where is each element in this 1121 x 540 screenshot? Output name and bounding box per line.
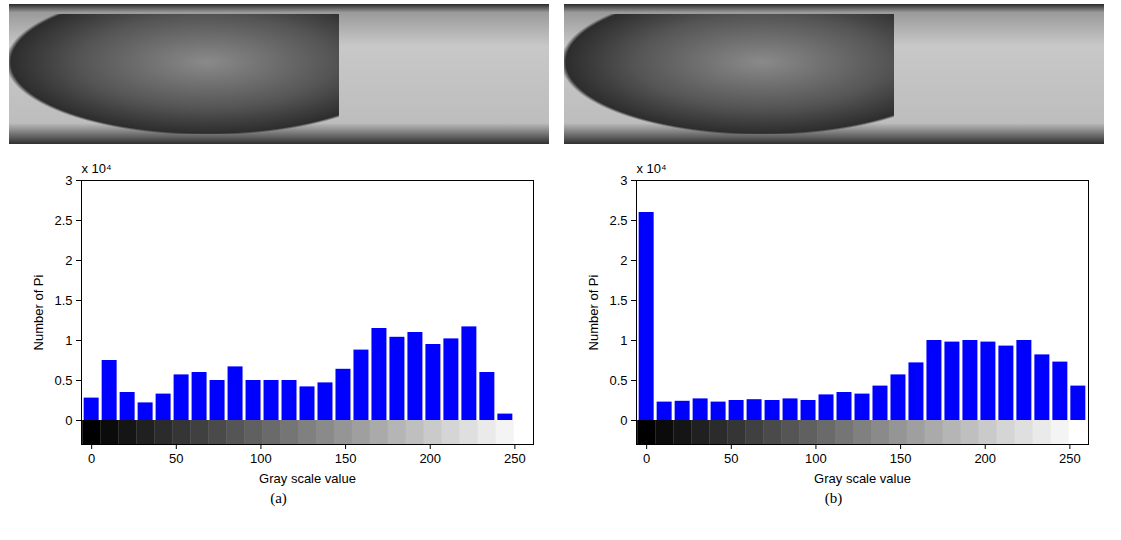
svg-text:200: 200 xyxy=(419,451,441,466)
svg-text:x 10⁴: x 10⁴ xyxy=(636,161,666,176)
svg-text:200: 200 xyxy=(974,451,996,466)
svg-text:150: 150 xyxy=(334,451,356,466)
svg-text:0: 0 xyxy=(620,413,627,428)
svg-text:0.5: 0.5 xyxy=(54,373,72,388)
svg-text:Gray scale value: Gray scale value xyxy=(814,471,911,486)
svg-text:100: 100 xyxy=(805,451,827,466)
svg-text:0: 0 xyxy=(643,451,650,466)
svg-text:2.5: 2.5 xyxy=(54,213,72,228)
svg-text:Number of Pi: Number of Pi xyxy=(585,274,600,350)
html-text:(a): (a) xyxy=(270,490,287,506)
svg-text:0: 0 xyxy=(88,451,95,466)
svg-text:2.5: 2.5 xyxy=(609,213,627,228)
html-text:(b): (b) xyxy=(824,490,843,506)
svg-text:x 10⁴: x 10⁴ xyxy=(81,161,111,176)
svg-text:1.5: 1.5 xyxy=(54,293,72,308)
svg-text:0.5: 0.5 xyxy=(609,373,627,388)
svg-text:Number of Pi: Number of Pi xyxy=(30,274,45,350)
svg-text:3: 3 xyxy=(620,173,627,188)
svg-text:0: 0 xyxy=(65,413,72,428)
svg-text:150: 150 xyxy=(889,451,911,466)
svg-text:1.5: 1.5 xyxy=(609,293,627,308)
svg-text:1: 1 xyxy=(620,333,627,348)
svg-text:50: 50 xyxy=(169,451,183,466)
svg-text:2: 2 xyxy=(65,253,72,268)
svg-text:50: 50 xyxy=(724,451,738,466)
svg-text:3: 3 xyxy=(65,173,72,188)
svg-text:100: 100 xyxy=(250,451,272,466)
svg-text:2: 2 xyxy=(620,253,627,268)
svg-text:250: 250 xyxy=(504,451,526,466)
svg-text:1: 1 xyxy=(65,333,72,348)
svg-text:250: 250 xyxy=(1059,451,1081,466)
svg-text:Gray scale value: Gray scale value xyxy=(259,471,356,486)
